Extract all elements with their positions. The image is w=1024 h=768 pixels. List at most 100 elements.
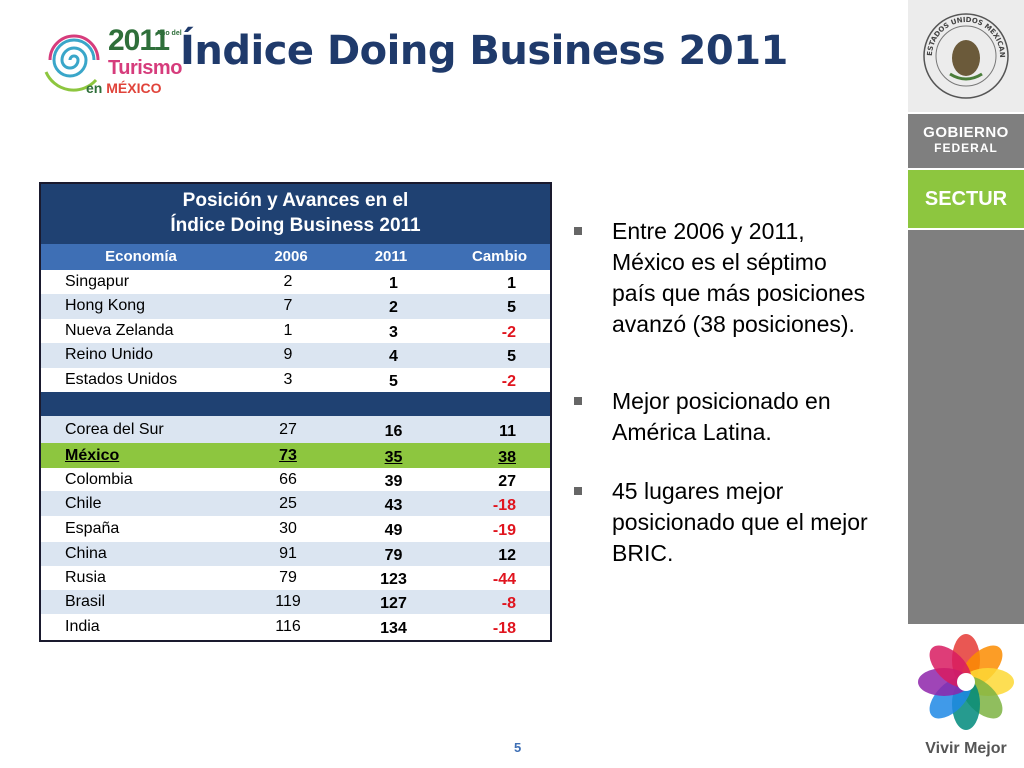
table-row: Brasil 119 127 -8 (41, 590, 550, 614)
table-row: Nueva Zelanda 1 3 -2 (41, 319, 550, 343)
cell-2011: 79 (384, 547, 403, 564)
table-row: Rusia 79 123 -44 (41, 566, 550, 590)
table-row: Corea del Sur 27 16 11 (41, 416, 550, 443)
cell-2006: 30 (279, 520, 297, 537)
table-title: Posición y Avances en el Índice Doing Bu… (41, 184, 550, 244)
vivir-mejor-label: Vivir Mejor (925, 740, 1007, 757)
cell-2011: 16 (384, 423, 403, 440)
cell-2006: 1 (283, 322, 293, 339)
cell-change: -18 (492, 620, 516, 637)
logo-year: 2011 (108, 24, 170, 57)
table-row: Hong Kong 7 2 5 (41, 294, 550, 318)
col-economia: Economía (105, 248, 177, 265)
cell-2011: 3 (389, 324, 398, 341)
cell-economy: Estados Unidos (65, 371, 178, 388)
table-row: Reino Unido 9 4 5 (41, 343, 550, 367)
cell-change: 11 (499, 423, 516, 440)
cell-2011: 1 (389, 275, 398, 292)
cell-economy: Singapur (65, 273, 130, 290)
page-number: 5 (514, 740, 522, 755)
table-separator-row (41, 392, 550, 416)
cell-change: 27 (498, 473, 516, 490)
vivir-mejor-flower-icon (918, 634, 1014, 730)
square-bullet-icon (574, 227, 582, 235)
bullet-item: Mejor posicionado en América Latina. (574, 386, 874, 448)
table-row: China 91 79 12 (41, 542, 550, 566)
cell-change: -44 (492, 571, 516, 588)
table-row: Chile 25 43 -18 (41, 491, 550, 516)
cell-2011: 2 (389, 299, 398, 316)
sectur-label: SECTUR (908, 170, 1024, 228)
cell-2011: 4 (389, 348, 398, 365)
national-seal: ESTADOS UNIDOS MEXICANOS (908, 0, 1024, 112)
cell-2006: 79 (279, 569, 297, 586)
table-row: España 30 49 -19 (41, 516, 550, 542)
cell-economy: España (65, 520, 120, 537)
cell-2006: 91 (279, 545, 297, 562)
cell-2006: 27 (279, 421, 297, 438)
table-row: Estados Unidos 3 5 -2 (41, 368, 550, 392)
cell-economy: Rusia (65, 569, 106, 586)
cell-2011: 134 (380, 620, 407, 637)
cell-economy: Chile (65, 495, 102, 512)
cell-2006: 9 (283, 346, 293, 363)
cell-change: 12 (498, 547, 516, 564)
sidebar-grey-panel (908, 230, 1024, 624)
cell-2006: 25 (279, 495, 297, 512)
cell-2011: 123 (380, 571, 407, 588)
cell-2011: 49 (384, 522, 403, 539)
cell-economy: México (65, 447, 120, 464)
cell-2006: 2 (283, 273, 293, 290)
cell-economy: China (65, 545, 107, 562)
cell-2006: 3 (283, 371, 293, 388)
cell-economy: Brasil (65, 593, 106, 610)
col-cambio: Cambio (471, 248, 527, 265)
table-row: México 73 35 38 (41, 443, 550, 468)
logo-en-mexico: en MÉXICO (86, 80, 162, 96)
cell-economy: Nueva Zelanda (65, 322, 174, 339)
col-2011: 2011 (374, 248, 408, 265)
cell-2011: 43 (384, 497, 403, 514)
cell-change: 5 (507, 299, 516, 316)
cell-2006: 116 (275, 618, 301, 635)
bullet-item: 45 lugares mejor posicionado que el mejo… (574, 476, 874, 569)
cell-economy: India (65, 618, 100, 635)
bullet-list: Entre 2006 y 2011, México es el séptimo … (574, 216, 874, 569)
cell-2011: 35 (384, 449, 403, 466)
cell-economy: Reino Unido (65, 346, 154, 363)
cell-2006: 66 (279, 471, 297, 488)
cell-2011: 39 (384, 473, 403, 490)
cell-2006: 73 (279, 447, 297, 464)
logo-subtitle: Año del (156, 30, 182, 37)
slide-title: Índice Doing Business 2011 (180, 28, 788, 74)
logo-turismo: Turismo (108, 57, 182, 79)
bullet-item: Entre 2006 y 2011, México es el séptimo … (574, 216, 874, 340)
cell-change: -8 (501, 595, 516, 612)
table-row: Colombia 66 39 27 (41, 468, 550, 491)
cell-economy: Colombia (65, 471, 133, 488)
cell-change: 38 (498, 449, 516, 466)
cell-2006: 119 (275, 593, 301, 610)
col-2006: 2006 (274, 248, 308, 265)
cell-2011: 5 (389, 373, 398, 390)
spiral-logo-icon (44, 34, 100, 92)
square-bullet-icon (574, 487, 582, 495)
square-bullet-icon (574, 397, 582, 405)
cell-change: -18 (492, 497, 516, 514)
cell-economy: Hong Kong (65, 297, 146, 314)
doing-business-table: Posición y Avances en el Índice Doing Bu… (39, 182, 552, 642)
table-row: Singapur 2 1 1 (41, 270, 550, 294)
mexican-seal-icon: ESTADOS UNIDOS MEXICANOS (922, 8, 1009, 99)
cell-change: 1 (507, 275, 516, 292)
gobierno-federal-label: GOBIERNO FEDERAL (908, 114, 1024, 168)
cell-change: -2 (501, 324, 516, 341)
cell-change: 5 (507, 348, 516, 365)
cell-economy: Corea del Sur (65, 421, 164, 438)
cell-change: -2 (501, 373, 516, 390)
cell-change: -19 (492, 522, 516, 539)
right-sidebar: ESTADOS UNIDOS MEXICANOS GOBIERNO FEDERA… (908, 0, 1024, 768)
table-row: India 116 134 -18 (41, 614, 550, 640)
cell-2011: 127 (380, 595, 407, 612)
cell-2006: 7 (283, 297, 293, 314)
table-column-headers: Economía 2006 2011 Cambio (41, 244, 550, 270)
